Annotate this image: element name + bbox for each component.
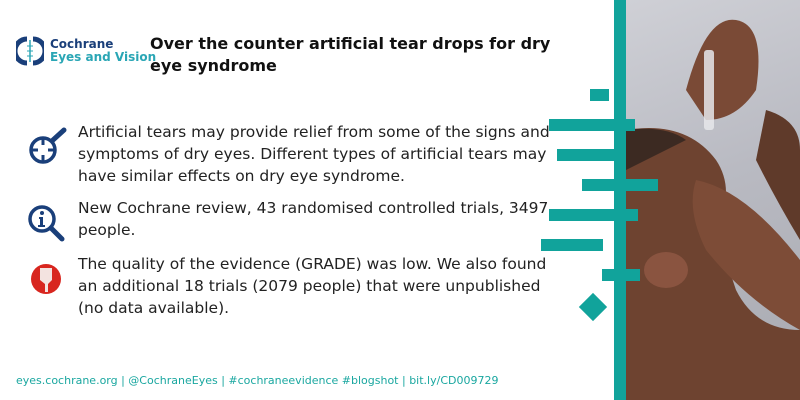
info-magnifier-icon bbox=[28, 205, 65, 242]
vertical-stripe bbox=[614, 0, 626, 400]
stripe-bar bbox=[590, 89, 609, 101]
cochrane-logo: Cochrane Eyes and Vision bbox=[16, 36, 156, 66]
stripe-bar bbox=[582, 179, 658, 191]
thumbs-down-icon bbox=[31, 264, 61, 294]
logo-line-1: Cochrane bbox=[50, 37, 114, 51]
key-point-text: Artificial tears may provide relief from… bbox=[78, 123, 550, 185]
stripe-bar bbox=[549, 209, 638, 221]
photo-man-applying-eye-drops bbox=[626, 0, 800, 400]
stripe-bar bbox=[549, 119, 635, 131]
target-magnifier-icon bbox=[29, 127, 67, 164]
key-point-text: The quality of the evidence (GRADE) was … bbox=[78, 255, 547, 317]
stripe-diamond bbox=[578, 292, 608, 322]
logo-line-2: Eyes and Vision bbox=[50, 50, 157, 64]
key-point-3: The quality of the evidence (GRADE) was … bbox=[26, 253, 566, 319]
key-point-text: New Cochrane review, 43 randomised contr… bbox=[78, 199, 549, 239]
stripe-bar bbox=[557, 149, 614, 161]
page-title: Over the counter artificial tear drops f… bbox=[150, 34, 551, 75]
stripe-bar bbox=[602, 269, 640, 281]
cochrane-logo-icon bbox=[16, 36, 44, 66]
footer-links: eyes.cochrane.org | @CochraneEyes | #coc… bbox=[16, 374, 499, 387]
stripe-bar bbox=[541, 239, 603, 251]
key-point-1: Artificial tears may provide relief from… bbox=[26, 121, 566, 187]
key-point-2: New Cochrane review, 43 randomised contr… bbox=[26, 197, 566, 245]
